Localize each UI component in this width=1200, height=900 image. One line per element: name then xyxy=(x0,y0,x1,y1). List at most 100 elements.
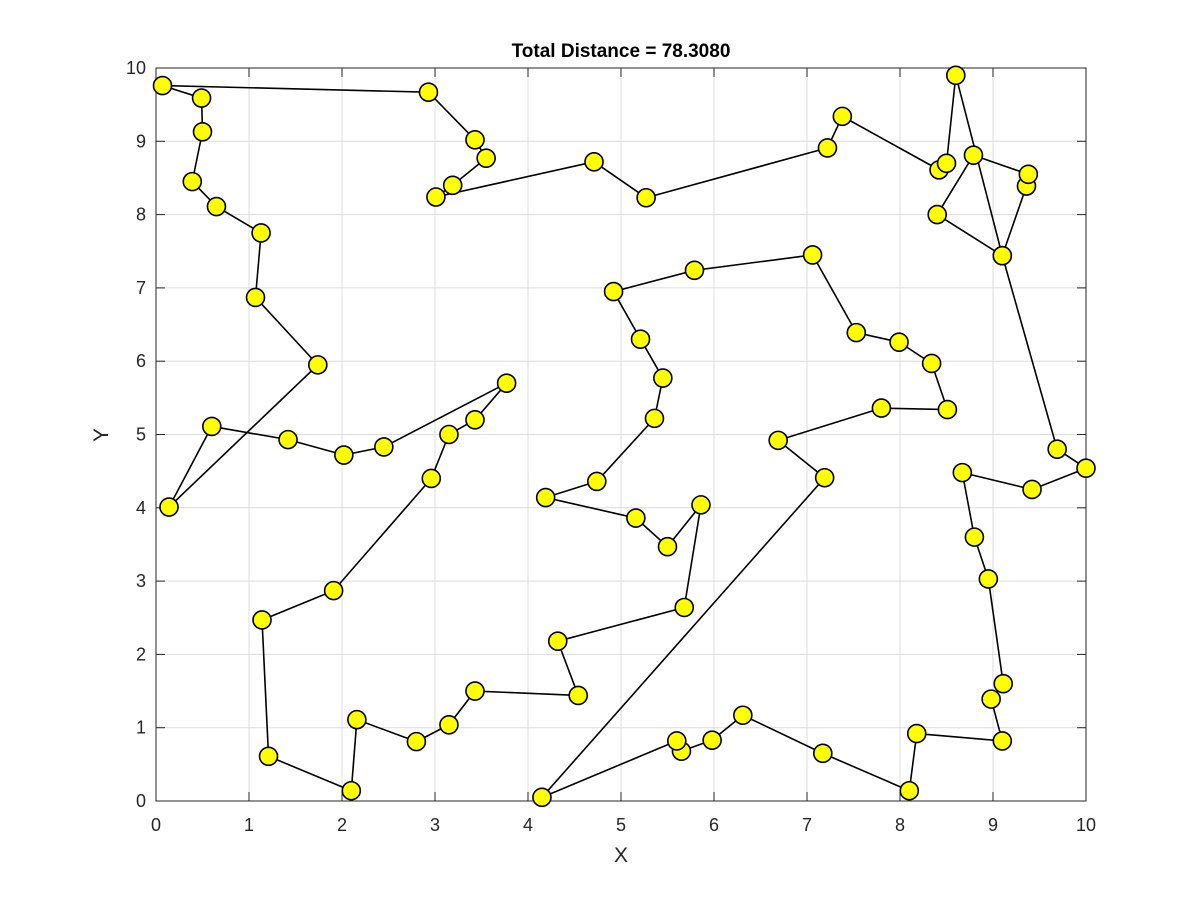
x-tick-label: 10 xyxy=(1076,815,1096,835)
city-point xyxy=(993,673,1014,694)
city-point xyxy=(630,329,651,350)
x-tick-label: 9 xyxy=(988,815,998,835)
x-tick-label: 5 xyxy=(616,815,626,835)
route-segment xyxy=(822,752,910,792)
city-point xyxy=(691,495,711,515)
city-point xyxy=(1047,439,1067,459)
route-segment xyxy=(961,472,976,538)
route-segment xyxy=(742,714,824,755)
city-point xyxy=(674,597,695,618)
city-point xyxy=(702,730,722,750)
city-point xyxy=(846,322,867,343)
city-point xyxy=(921,353,942,374)
x-axis-label: X xyxy=(614,844,628,867)
axis-ticks: 0 1 2 3 4 5 6 7 8 9 10 0 1 2 3 4 5 6 7 8 9 10 xyxy=(126,58,1096,835)
city-point xyxy=(406,731,427,752)
route-segment xyxy=(1001,255,1058,450)
city-point xyxy=(245,287,266,308)
city-point xyxy=(927,204,948,225)
x-tick-label: 6 xyxy=(709,815,719,835)
city-point xyxy=(258,746,279,767)
route-segment xyxy=(1001,185,1028,256)
city-point xyxy=(817,138,838,158)
city-point xyxy=(657,536,678,557)
route-segment xyxy=(261,589,334,621)
route-segment xyxy=(545,496,637,519)
city-point xyxy=(584,152,604,172)
city-point xyxy=(802,245,823,265)
city-point xyxy=(1022,479,1042,500)
city-point xyxy=(278,429,298,450)
city-point xyxy=(871,398,892,418)
x-tick-label: 3 xyxy=(430,815,440,835)
city-point xyxy=(963,145,984,166)
city-point xyxy=(889,332,909,352)
city-point xyxy=(465,130,485,150)
route-segment xyxy=(162,84,429,93)
route-segment xyxy=(936,213,1003,257)
city-point xyxy=(191,88,212,108)
y-tick-label: 5 xyxy=(136,425,146,445)
city-point xyxy=(981,689,1001,709)
y-tick-label: 6 xyxy=(136,351,146,371)
route-segment xyxy=(211,425,289,441)
city-point xyxy=(418,82,439,102)
route-segment xyxy=(645,147,828,199)
x-tick-label: 4 xyxy=(523,815,533,835)
y-tick-label: 1 xyxy=(136,718,146,738)
y-tick-label: 9 xyxy=(136,131,146,151)
city-point xyxy=(341,780,362,801)
route-segment xyxy=(168,426,213,508)
route-segment xyxy=(427,91,476,141)
y-tick-label: 7 xyxy=(136,278,146,298)
city-point xyxy=(603,281,624,302)
city-point xyxy=(636,187,656,208)
city-point xyxy=(832,106,853,127)
route-segment xyxy=(936,154,975,216)
y-tick-label: 8 xyxy=(136,205,146,225)
city-point xyxy=(202,416,222,437)
city-point xyxy=(666,731,687,751)
y-tick-label: 2 xyxy=(136,644,146,664)
y-tick-label: 4 xyxy=(136,498,146,518)
city-point xyxy=(426,187,446,207)
city-point xyxy=(465,681,485,701)
route-segment xyxy=(261,619,270,757)
route-segment xyxy=(777,407,882,442)
city-point xyxy=(992,245,1013,266)
x-tick-label: 0 xyxy=(151,815,161,835)
route-segment xyxy=(916,732,1003,742)
route-segment xyxy=(593,161,647,199)
city-point xyxy=(587,471,607,492)
city-point xyxy=(496,373,517,393)
route-segment xyxy=(881,407,948,411)
route-segment xyxy=(474,690,579,697)
route-segment xyxy=(955,75,1004,256)
route-segment xyxy=(596,417,656,482)
city-point xyxy=(192,121,213,142)
city-point xyxy=(421,468,442,489)
city-point xyxy=(206,196,227,217)
route-segment xyxy=(694,254,813,272)
city-point xyxy=(347,709,367,730)
city-point xyxy=(568,685,589,706)
route-segment xyxy=(613,269,695,293)
city-point xyxy=(952,462,973,483)
x-tick-label: 7 xyxy=(802,815,812,835)
x-tick-label: 8 xyxy=(895,815,905,835)
city-point xyxy=(532,787,552,808)
city-point xyxy=(906,723,927,744)
route-segment xyxy=(350,719,358,791)
route-segment xyxy=(945,75,957,164)
city-point xyxy=(334,445,354,465)
city-point xyxy=(814,467,835,488)
route-segment xyxy=(356,718,417,743)
route-segment xyxy=(168,364,319,508)
city-point xyxy=(535,487,556,508)
city-point xyxy=(1076,458,1096,479)
city-point xyxy=(937,399,958,420)
route-segment xyxy=(987,578,1005,684)
city-point xyxy=(152,75,173,96)
city-point xyxy=(439,714,459,735)
